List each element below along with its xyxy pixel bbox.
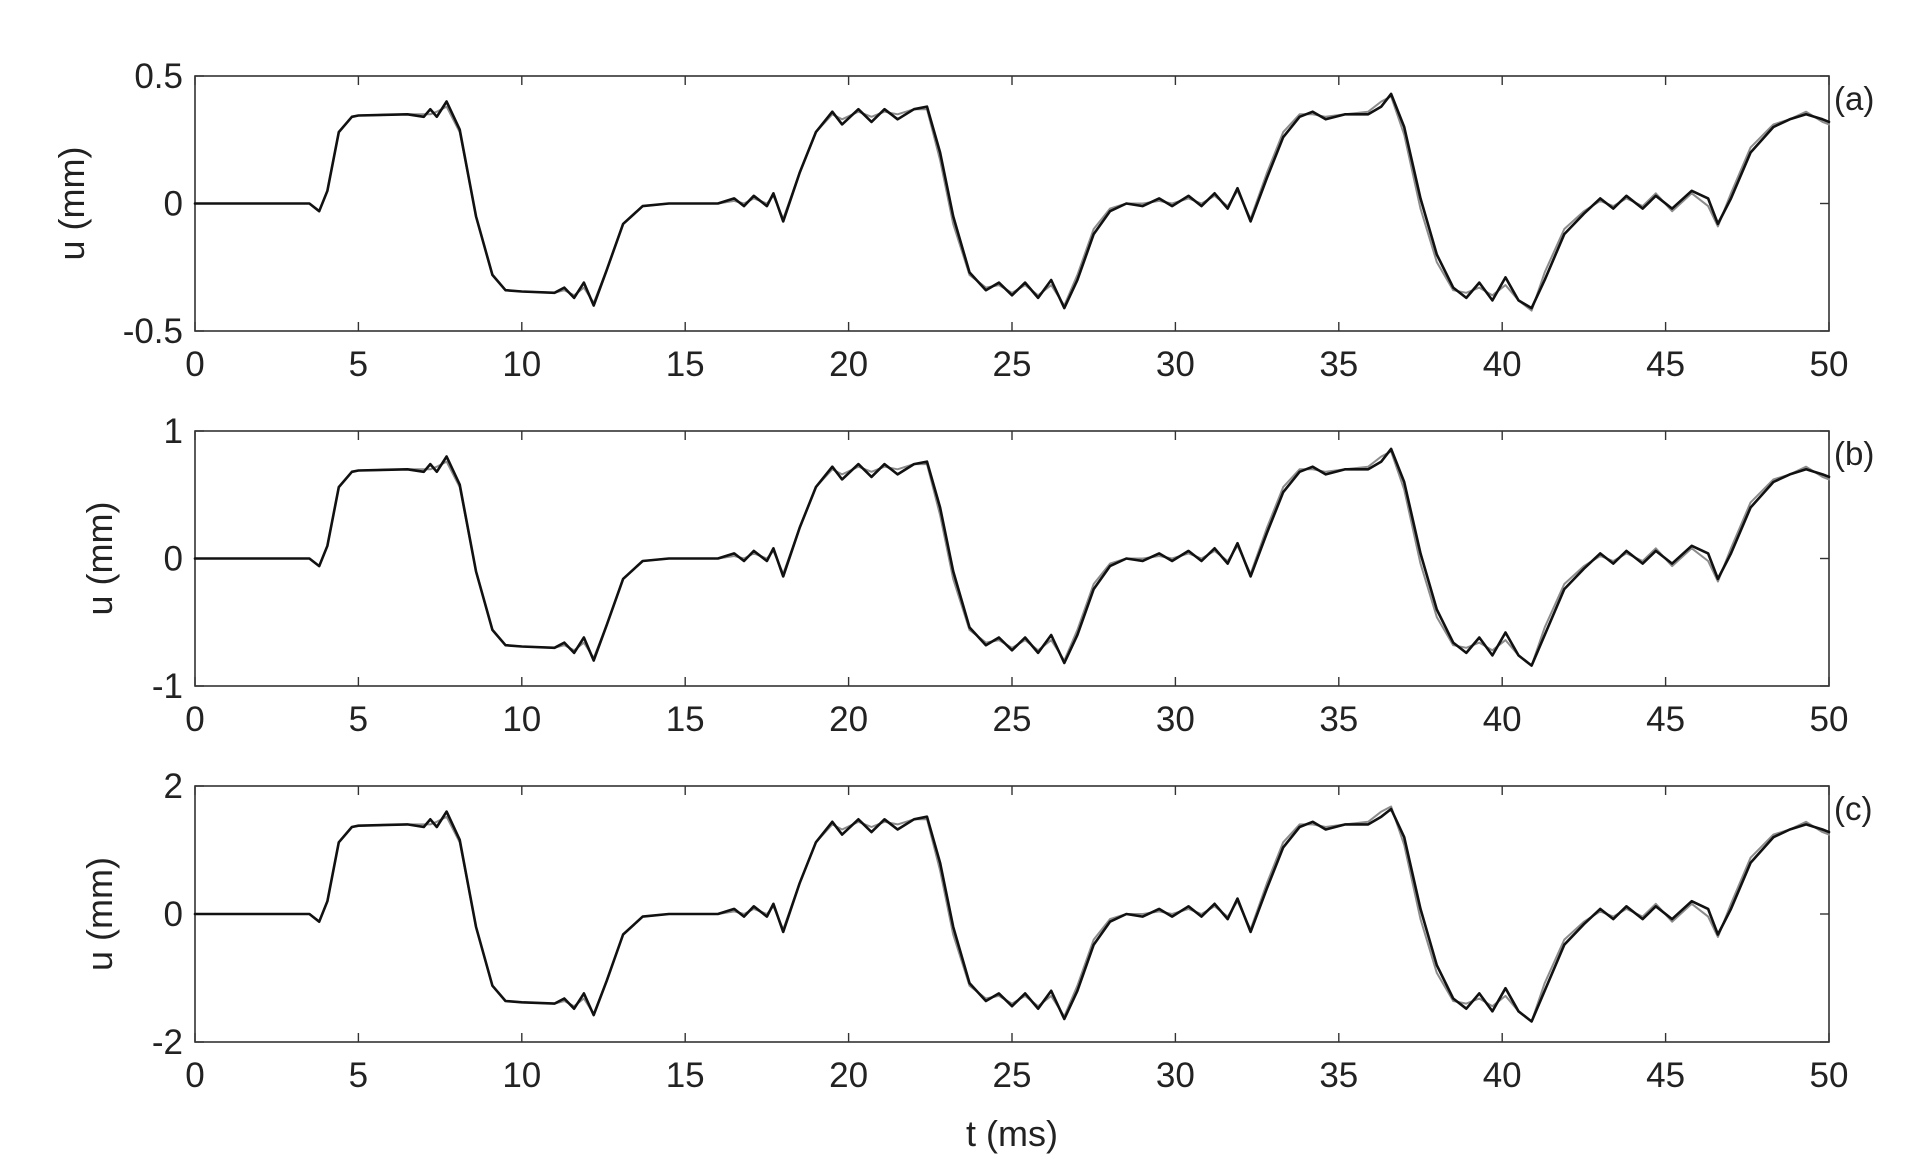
y-tick-label: 2: [164, 767, 183, 806]
y-tick-label: 1: [164, 412, 183, 451]
x-tick-label: 5: [349, 700, 368, 739]
y-tick-label: 0.5: [134, 57, 183, 96]
x-tick-label: 35: [1319, 345, 1358, 384]
x-tick-label: 5: [349, 345, 368, 384]
x-tick-label: 30: [1156, 700, 1195, 739]
x-axis-label: t (ms): [966, 1113, 1058, 1154]
x-tick-label: 30: [1156, 1056, 1195, 1095]
y-tick-label: -1: [152, 667, 183, 706]
x-tick-label: 0: [185, 700, 204, 739]
panel-c: 0 5 10 15 20 25 30 35 40 45 50-202 u (mm) (c): [79, 767, 1872, 1095]
x-tick-label: 45: [1646, 345, 1685, 384]
x-tick-label: 50: [1810, 700, 1849, 739]
x-tick-label: 0: [185, 345, 204, 384]
y-axis-label: u (mm): [79, 502, 120, 616]
x-tick-label: 10: [502, 700, 541, 739]
plot-frame: [194, 430, 1830, 687]
x-tick-label: 25: [993, 1056, 1032, 1095]
x-tick-label: 30: [1156, 345, 1195, 384]
x-tick-label: 35: [1319, 700, 1358, 739]
axis-ticks: [194, 430, 1830, 687]
x-tick-label: 20: [829, 700, 868, 739]
x-tick-label: 50: [1810, 345, 1849, 384]
x-tick-label: 5: [349, 1056, 368, 1095]
x-tick-label: 45: [1646, 700, 1685, 739]
panel-label: (c): [1834, 790, 1872, 827]
series-group: [193, 805, 1831, 1023]
y-tick-label: 0: [164, 540, 183, 579]
x-tick-label: 15: [666, 345, 705, 384]
tick-labels: 0 5 10 15 20 25 30 35 40 45 50-202: [152, 767, 1849, 1095]
x-tick-label: 15: [666, 1056, 705, 1095]
tick-labels: 0 5 10 15 20 25 30 35 40 45 50-0.500.5: [123, 57, 1849, 384]
x-tick-label: 40: [1483, 700, 1522, 739]
x-tick-label: 40: [1483, 1056, 1522, 1095]
x-tick-label: 50: [1810, 1056, 1849, 1095]
series-group: [193, 92, 1831, 312]
y-axis-label: u (mm): [51, 147, 92, 261]
x-tick-label: 0: [185, 1056, 204, 1095]
x-tick-label: 45: [1646, 1056, 1685, 1095]
panel-b: 0 5 10 15 20 25 30 35 40 45 50-101 u (mm) (b): [79, 412, 1874, 739]
series-group: [193, 447, 1831, 667]
y-axis-label: u (mm): [79, 857, 120, 971]
panel-label: (a): [1834, 80, 1874, 117]
x-tick-label: 10: [502, 345, 541, 384]
panel-a: 0 5 10 15 20 25 30 35 40 45 50-0.500.5 u (mm) (a): [51, 57, 1874, 384]
x-tick-label: 10: [502, 1056, 541, 1095]
x-tick-label: 20: [829, 345, 868, 384]
plot-frame: [194, 75, 1830, 332]
x-tick-label: 15: [666, 700, 705, 739]
series-line-1: [193, 92, 1831, 310]
x-tick-label: 25: [993, 700, 1032, 739]
x-tick-label: 35: [1319, 1056, 1358, 1095]
y-tick-label: 0: [164, 895, 183, 934]
y-tick-label: -0.5: [123, 312, 183, 351]
plot-frame: [194, 785, 1830, 1043]
panel-label: (b): [1834, 435, 1874, 472]
series-line-1: [193, 447, 1831, 667]
tick-labels: 0 5 10 15 20 25 30 35 40 45 50-101: [152, 412, 1849, 739]
x-tick-label: 40: [1483, 345, 1522, 384]
x-tick-label: 20: [829, 1056, 868, 1095]
axis-ticks: [194, 785, 1830, 1043]
y-tick-label: -2: [152, 1023, 183, 1062]
series-line-1: [193, 807, 1831, 1023]
x-tick-label: 25: [993, 345, 1032, 384]
y-tick-label: 0: [164, 185, 183, 224]
